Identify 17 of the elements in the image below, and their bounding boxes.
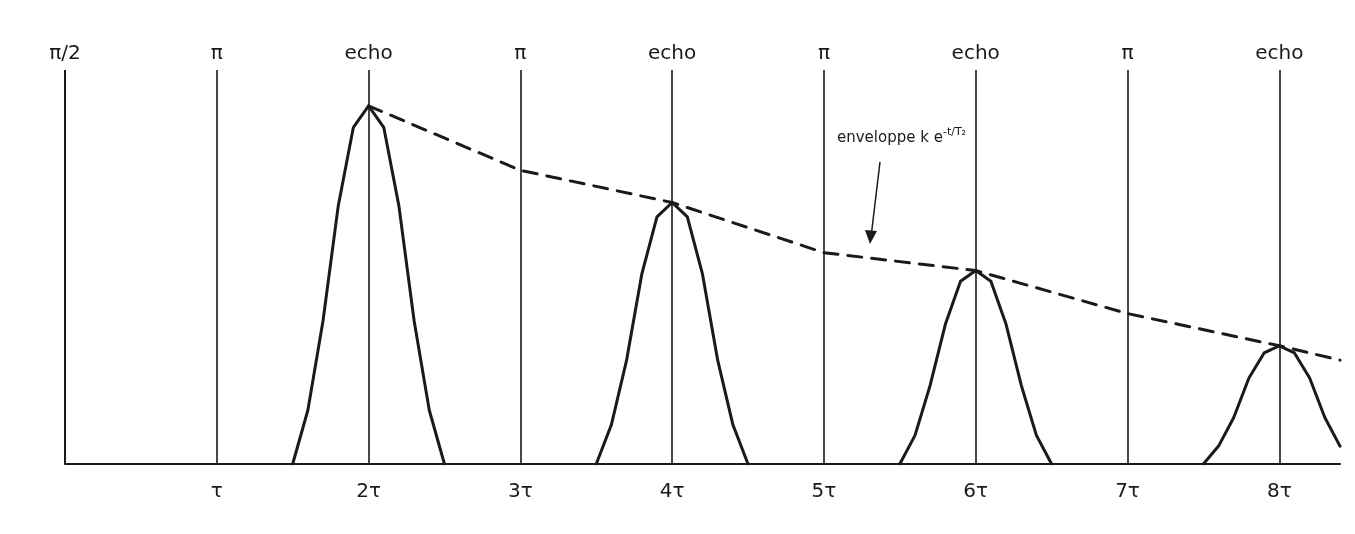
ref-line-label: echo [344,40,393,64]
ref-line-label: π [514,40,527,64]
x-tick-label: τ [210,478,223,502]
x-tick-label: 6τ [963,478,989,502]
x-tick-label: 7τ [1115,478,1140,502]
ref-line-label: π [1121,40,1134,64]
x-tick-label: 3τ [507,478,533,502]
x-tick-label: 4τ [659,478,685,502]
ref-line-label: π [210,40,223,64]
ref-line-label: echo [951,40,1000,64]
ref-line-label: π/2 [49,40,81,64]
ref-line-label: π [817,40,830,64]
x-tick-label: 5τ [811,478,837,502]
ref-line-label: echo [1255,40,1304,64]
x-tick-label: 8τ [1266,478,1292,502]
x-tick-label: 2τ [356,478,381,502]
ref-line-label: echo [648,40,697,64]
